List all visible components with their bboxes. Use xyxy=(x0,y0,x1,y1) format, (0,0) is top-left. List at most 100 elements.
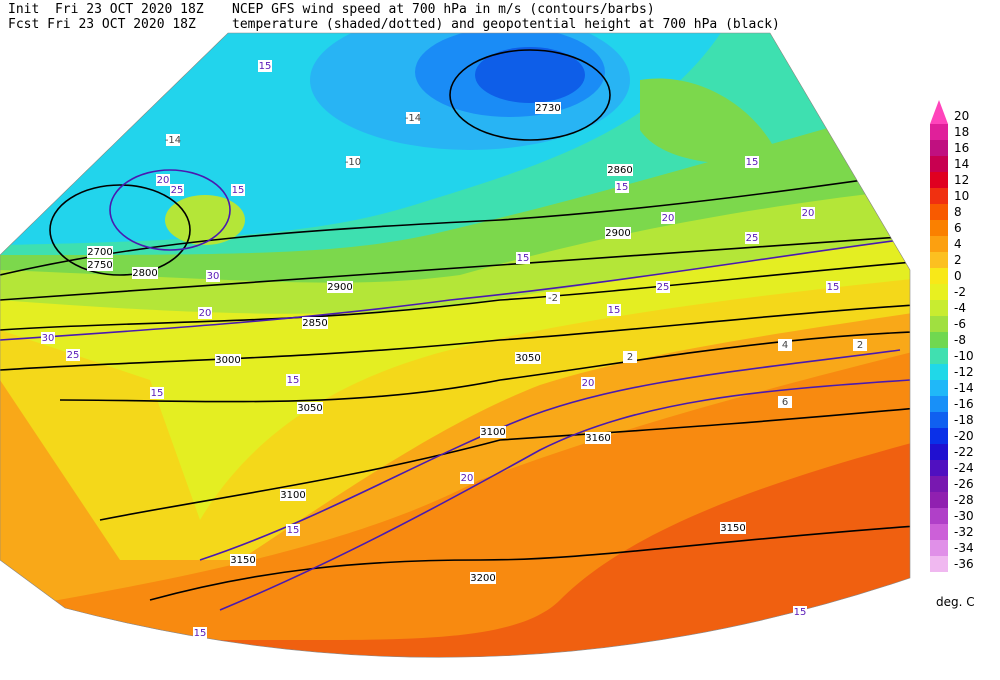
height-label: 2860 xyxy=(607,165,632,176)
height-label: 2730 xyxy=(535,103,560,114)
colorbar-label: -32 xyxy=(954,525,974,539)
height-label: 3150 xyxy=(720,523,745,534)
label-background xyxy=(745,156,759,168)
height-label: 3000 xyxy=(215,355,240,366)
colorbar-box xyxy=(930,284,948,300)
colorbar-label: -28 xyxy=(954,493,974,507)
label-background xyxy=(132,267,158,279)
height-label: 2900 xyxy=(327,282,352,293)
height-label: 3050 xyxy=(515,353,540,364)
label-background xyxy=(853,339,867,351)
label-background xyxy=(206,270,220,282)
label-background xyxy=(150,387,164,399)
wind-label: 15 xyxy=(517,253,530,264)
map-border xyxy=(0,32,911,658)
colorbar-box xyxy=(930,220,948,236)
colorbar-box xyxy=(930,172,948,188)
colorbar-label: 4 xyxy=(954,237,962,251)
label-background xyxy=(166,134,180,146)
colorbar: 20181614121086420-2-4-6-8-10-12-14-16-18… xyxy=(930,100,974,572)
label-background xyxy=(193,627,207,639)
colorbar-box xyxy=(930,204,948,220)
wind-label: 15 xyxy=(827,282,840,293)
label-background xyxy=(605,227,631,239)
label-background xyxy=(546,292,560,304)
label-background xyxy=(778,396,792,408)
height-label: 2800 xyxy=(132,268,157,279)
colorbar-box xyxy=(930,124,948,140)
label-background xyxy=(516,252,530,264)
height-label: 2750 xyxy=(87,260,112,271)
colorbar-box xyxy=(930,524,948,540)
colorbar-box xyxy=(930,412,948,428)
colorbar-label: -20 xyxy=(954,429,974,443)
label-background xyxy=(297,402,323,414)
colorbar-box xyxy=(930,316,948,332)
wind-label: 30 xyxy=(207,271,220,282)
height-label: 3160 xyxy=(585,433,610,444)
height-label: 3050 xyxy=(297,403,322,414)
temperature-label: 2 xyxy=(857,340,863,351)
label-background xyxy=(286,524,300,536)
label-background xyxy=(460,472,474,484)
label-background xyxy=(66,349,80,361)
title-line-1: NCEP GFS wind speed at 700 hPa in m/s (c… xyxy=(232,2,655,17)
title-line-2: temperature (shaded/dotted) and geopoten… xyxy=(232,17,780,32)
wind-label: 20 xyxy=(199,308,212,319)
label-background xyxy=(745,232,759,244)
wind-label: 15 xyxy=(194,628,207,639)
units-label: deg. C xyxy=(936,595,975,609)
label-background xyxy=(661,212,675,224)
temperature-label: 2 xyxy=(627,352,633,363)
label-background xyxy=(607,164,633,176)
wind-label: 30 xyxy=(42,333,55,344)
fcst-time: Fcst Fri 23 OCT 2020 18Z xyxy=(8,17,196,32)
colorbar-label: -26 xyxy=(954,477,974,491)
colorbar-label: -12 xyxy=(954,365,974,379)
wind-label: 20 xyxy=(802,208,815,219)
label-background xyxy=(215,354,241,366)
temperature-label: -10 xyxy=(345,157,361,168)
label-background xyxy=(585,432,611,444)
colorbar-box xyxy=(930,252,948,268)
wind-label: 20 xyxy=(582,378,595,389)
colorbar-label: -16 xyxy=(954,397,974,411)
wind-label: 20 xyxy=(157,175,170,186)
colorbar-label: -10 xyxy=(954,349,974,363)
label-background xyxy=(327,281,353,293)
colorbar-box xyxy=(930,268,948,284)
height-label: 2900 xyxy=(605,228,630,239)
contour-labels: 2700 2750 2800 2850 2900 2900 2860 3000 3050 3050… xyxy=(41,60,867,639)
colorbar-box xyxy=(930,556,948,572)
colorbar-box xyxy=(930,364,948,380)
height-label: 3150 xyxy=(230,555,255,566)
label-background xyxy=(87,246,113,258)
label-background xyxy=(607,304,621,316)
label-background xyxy=(623,351,637,363)
colorbar-label: -4 xyxy=(954,301,966,315)
colorbar-label: 8 xyxy=(954,205,962,219)
wind-label: 15 xyxy=(794,607,807,618)
colorbar-label: 10 xyxy=(954,189,969,203)
colorbar-label: 14 xyxy=(954,157,969,171)
label-background xyxy=(406,112,420,124)
height-label: 3200 xyxy=(470,573,495,584)
label-background xyxy=(826,281,840,293)
colorbar-label: -34 xyxy=(954,541,974,555)
label-background xyxy=(656,281,670,293)
colorbar-label: -22 xyxy=(954,445,974,459)
label-background xyxy=(156,174,170,186)
temperature-label: 4 xyxy=(782,340,788,351)
colorbar-box xyxy=(930,396,948,412)
colorbar-box xyxy=(930,508,948,524)
height-label: 2850 xyxy=(302,318,327,329)
wind-label: 25 xyxy=(171,185,184,196)
height-contours xyxy=(0,49,910,601)
temperature-label: -2 xyxy=(548,293,558,304)
label-background xyxy=(793,606,807,618)
colorbar-label: -18 xyxy=(954,413,974,427)
colorbar-label: -8 xyxy=(954,333,966,347)
temperature-label: -14 xyxy=(405,113,421,124)
label-background xyxy=(280,489,306,501)
